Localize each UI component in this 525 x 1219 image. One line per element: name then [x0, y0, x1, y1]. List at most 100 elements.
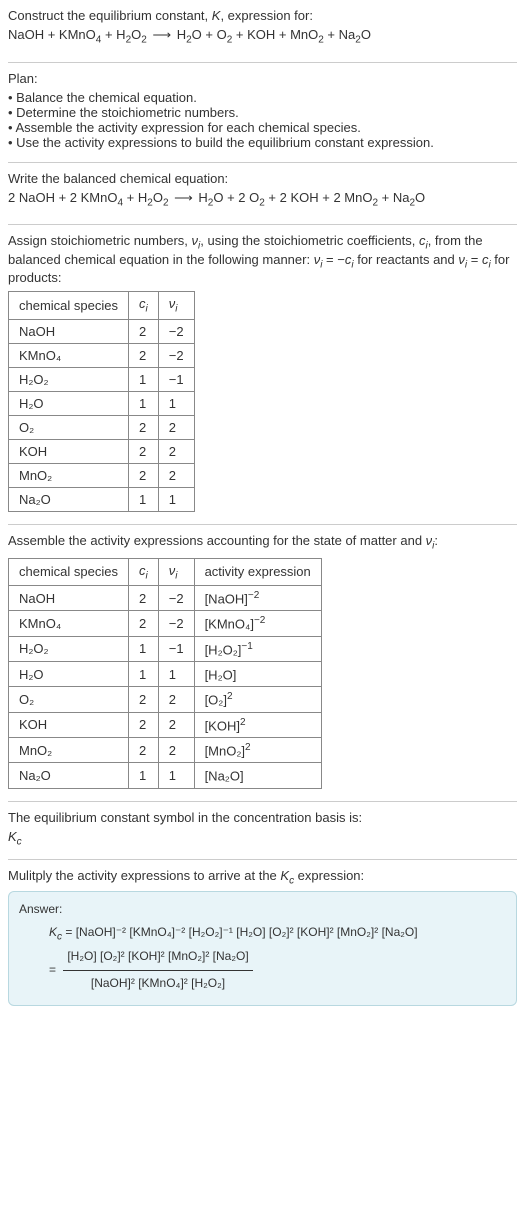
arrow-icon: ⟶: [174, 190, 193, 206]
cell: −1: [158, 636, 194, 661]
eq-sub: 2: [163, 197, 169, 208]
text: expression:: [294, 868, 364, 883]
stoich-text: Assign stoichiometric numbers, νi, using…: [8, 233, 517, 285]
eq: =: [49, 963, 59, 977]
multiply-heading: Mulitply the activity expressions to arr…: [8, 868, 517, 887]
eq-part: O: [131, 27, 141, 42]
denominator: [NaOH]² [KMnO₄]² [H₂O₂]: [63, 971, 252, 995]
cell: 2: [158, 712, 194, 737]
cell: 1: [158, 662, 194, 687]
table-row: O₂22[O₂]2: [9, 687, 322, 712]
eq-part: H: [177, 27, 186, 42]
eq-part: + Na: [324, 27, 355, 42]
eq-part: O: [415, 190, 425, 205]
text: :: [434, 533, 438, 548]
eq-part: O: [153, 190, 163, 205]
cell: Na₂O: [9, 487, 129, 511]
activity-heading: Assemble the activity expressions accoun…: [8, 533, 517, 552]
cell: 1: [158, 487, 194, 511]
activity-section: Assemble the activity expressions accoun…: [8, 524, 517, 801]
intro-text: Construct the equilibrium constant,: [8, 8, 212, 23]
eq-part: + H: [101, 27, 125, 42]
cell: 1: [129, 367, 159, 391]
eq-part: + KOH + MnO: [232, 27, 318, 42]
answer-line1: Kc = [NaOH]⁻² [KMnO₄]⁻² [H₂O₂]⁻¹ [H₂O] […: [49, 922, 506, 946]
kc-symbol: Kc: [8, 829, 517, 848]
cell: 1: [129, 636, 159, 661]
plan-item: Use the activity expressions to build th…: [8, 135, 517, 150]
table-row: Na₂O11[Na₂O]: [9, 763, 322, 788]
stoich-table: chemical species ci νi NaOH2−2 KMnO₄2−2 …: [8, 291, 195, 512]
eq-part: O + O: [192, 27, 227, 42]
table-row: NaOH2−2: [9, 319, 195, 343]
cell: H₂O₂: [9, 636, 129, 661]
col-nui: νi: [158, 292, 194, 320]
cell: 2: [158, 439, 194, 463]
table-row: MnO₂22: [9, 463, 195, 487]
cell: [KMnO₄]−2: [194, 611, 321, 636]
cell: NaOH: [9, 586, 129, 611]
cell: 2: [129, 586, 159, 611]
multiply-section: Mulitply the activity expressions to arr…: [8, 859, 517, 1017]
numerator: [H₂O] [O₂]² [KOH]² [MnO₂]² [Na₂O]: [63, 946, 252, 971]
cell: O₂: [9, 415, 129, 439]
symbol-heading: The equilibrium constant symbol in the c…: [8, 810, 517, 825]
table-row: NaOH2−2[NaOH]−2: [9, 586, 322, 611]
cell: 2: [129, 463, 159, 487]
table-header-row: chemical species ci νi activity expressi…: [9, 558, 322, 586]
table-row: H₂O11: [9, 391, 195, 415]
answer-box: Answer: Kc = [NaOH]⁻² [KMnO₄]⁻² [H₂O₂]⁻¹…: [8, 891, 517, 1006]
cell: −2: [158, 586, 194, 611]
eq-part: NaOH + KMnO: [8, 27, 96, 42]
col-species: chemical species: [9, 292, 129, 320]
cell: KOH: [9, 712, 129, 737]
table-row: H₂O₂1−1[H₂O₂]−1: [9, 636, 322, 661]
cell: 2: [129, 687, 159, 712]
cell: −1: [158, 367, 194, 391]
plan-item: Assemble the activity expression for eac…: [8, 120, 517, 135]
eq-part: O + 2 O: [213, 190, 259, 205]
cell: [H₂O]: [194, 662, 321, 687]
table-row: KMnO₄2−2[KMnO₄]−2: [9, 611, 322, 636]
fraction: [H₂O] [O₂]² [KOH]² [MnO₂]² [Na₂O][NaOH]²…: [63, 946, 252, 994]
cell: [NaOH]−2: [194, 586, 321, 611]
cell: H₂O₂: [9, 367, 129, 391]
cell: 1: [129, 487, 159, 511]
eq-part: 2 NaOH + 2 KMnO: [8, 190, 117, 205]
stoich-section: Assign stoichiometric numbers, νi, using…: [8, 224, 517, 524]
table-row: KOH22[KOH]2: [9, 712, 322, 737]
col-activity: activity expression: [194, 558, 321, 586]
cell: KOH: [9, 439, 129, 463]
table-row: O₂22: [9, 415, 195, 439]
balanced-heading: Write the balanced chemical equation:: [8, 171, 517, 186]
cell: [O₂]2: [194, 687, 321, 712]
plan-list: Balance the chemical equation. Determine…: [8, 90, 517, 150]
cell: Na₂O: [9, 763, 129, 788]
cell: KMnO₄: [9, 343, 129, 367]
cell: MnO₂: [9, 738, 129, 763]
table-row: Na₂O11: [9, 487, 195, 511]
answer-line2: = [H₂O] [O₂]² [KOH]² [MnO₂]² [Na₂O][NaOH…: [49, 946, 506, 994]
col-ci: ci: [129, 558, 159, 586]
cell: H₂O: [9, 662, 129, 687]
eq-part: + H: [123, 190, 147, 205]
cell: H₂O: [9, 391, 129, 415]
cell: NaOH: [9, 319, 129, 343]
unbalanced-equation: NaOH + KMnO4 + H2O2 ⟶ H2O + O2 + KOH + M…: [8, 27, 517, 46]
cell: 1: [158, 763, 194, 788]
cell: 2: [129, 738, 159, 763]
expr: [NaOH]⁻² [KMnO₄]⁻² [H₂O₂]⁻¹ [H₂O] [O₂]² …: [76, 925, 418, 939]
arrow-icon: ⟶: [152, 27, 171, 43]
table-header-row: chemical species ci νi: [9, 292, 195, 320]
cell: 2: [129, 712, 159, 737]
cell: 2: [129, 439, 159, 463]
plan-section: Plan: Balance the chemical equation. Det…: [8, 62, 517, 162]
col-species: chemical species: [9, 558, 129, 586]
table-row: KMnO₄2−2: [9, 343, 195, 367]
eq-part: + 2 KOH + 2 MnO: [265, 190, 373, 205]
cell: 2: [158, 415, 194, 439]
text: Assign stoichiometric numbers,: [8, 233, 192, 248]
eq-sub: 2: [141, 35, 147, 46]
cell: −2: [158, 319, 194, 343]
k: K: [280, 868, 289, 883]
